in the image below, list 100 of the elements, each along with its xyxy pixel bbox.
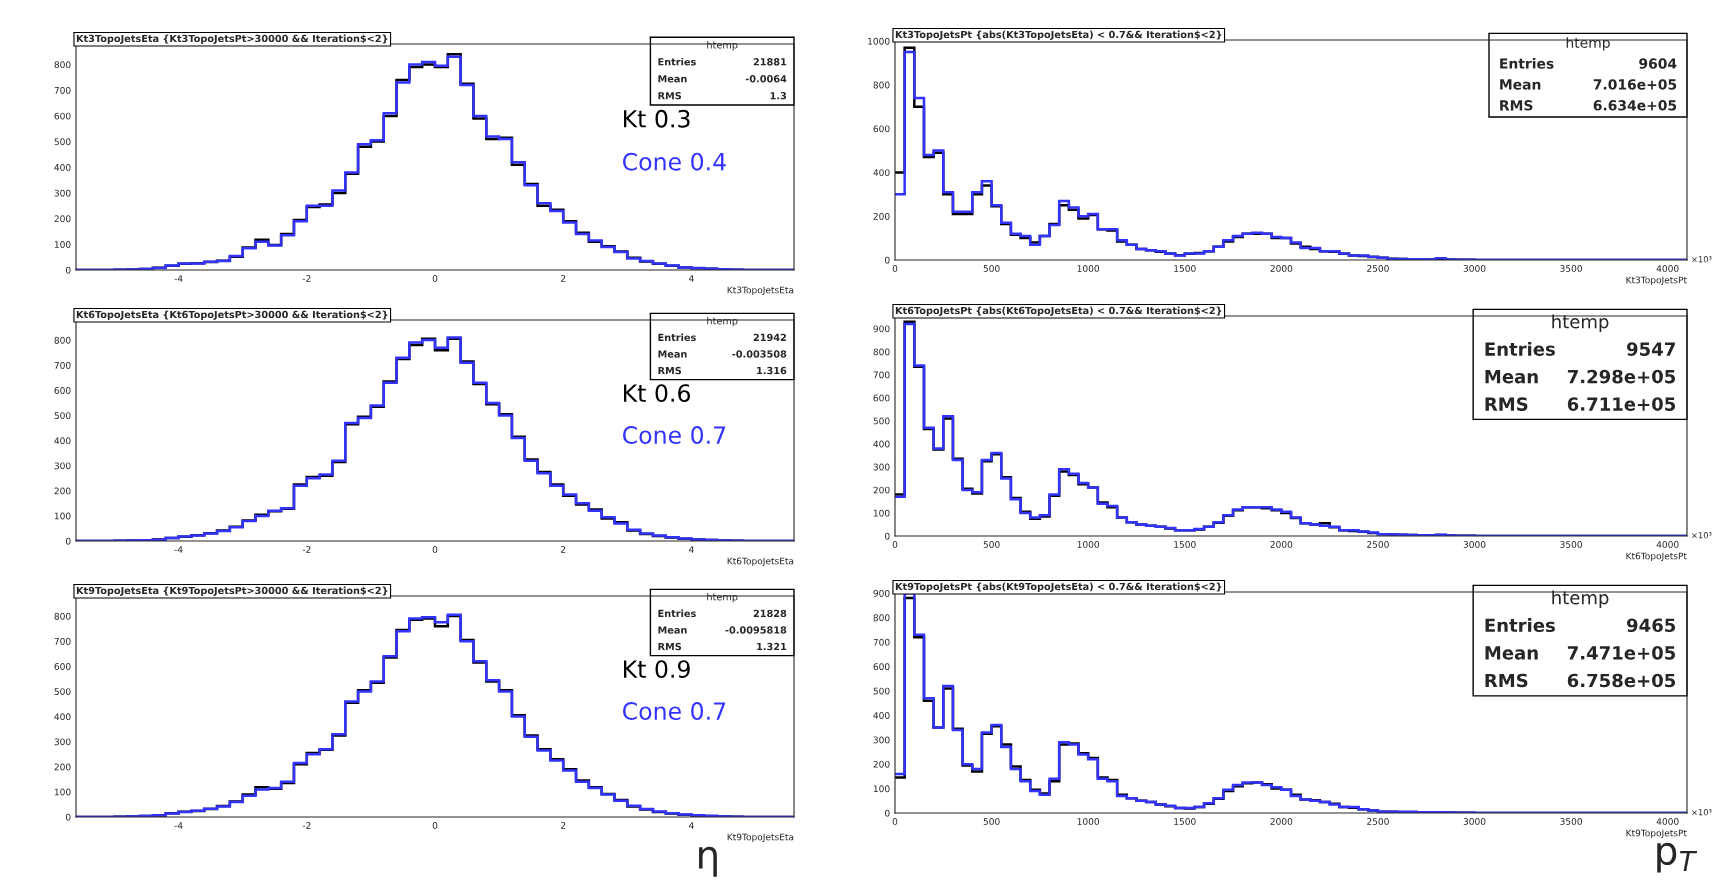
annotation: Mean — [1500, 79, 1541, 90]
y-tick-label: 300 — [873, 736, 890, 744]
x-axis-title: Kt6TopoJetsPt — [1626, 552, 1687, 562]
y-tick-label: 100 — [873, 509, 890, 517]
x-tick-label: 1000 — [1077, 818, 1100, 825]
annotation: htemp — [707, 40, 738, 51]
y-tick-label: 800 — [54, 612, 71, 620]
y-tick-label: 400 — [54, 437, 71, 445]
annotation: 9604 — [1639, 58, 1677, 69]
x-tick-label: -2 — [302, 275, 311, 282]
x-tick-label: 0 — [892, 265, 898, 272]
y-tick-label: 900 — [873, 325, 890, 333]
y-tick-label: 200 — [54, 763, 71, 771]
y-tick-label: 400 — [873, 712, 890, 719]
annotation: RMS — [1485, 397, 1528, 411]
x-tick-label: 500 — [983, 541, 1000, 548]
y-tick-label: 500 — [873, 687, 890, 695]
y-tick-label: 600 — [873, 125, 890, 133]
x-tick-label: 0 — [892, 818, 898, 825]
y-tick-label: 400 — [873, 169, 890, 176]
x-tick-label: 2000 — [1270, 541, 1293, 548]
y-tick-label: 0 — [884, 809, 890, 817]
chart-title: Kt6TopoJetsPt {abs(Kt6TopoJetsEta) < 0.7&& Iteration$<2} — [895, 306, 1222, 316]
y-tick-label: 300 — [54, 189, 71, 197]
y-tick-label: 500 — [873, 417, 890, 425]
y-tick-label: 700 — [54, 637, 71, 645]
annotation: htemp — [1552, 590, 1609, 608]
x-tick-label: 3000 — [1463, 265, 1486, 272]
annotation: htemp — [1566, 37, 1610, 51]
y-tick-label: 0 — [884, 532, 890, 540]
x-tick-label: 1000 — [1077, 265, 1100, 272]
x-axis-title: Kt3TopoJetsEta — [727, 286, 794, 296]
x-axis-title: Kt3TopoJetsPt — [1626, 276, 1687, 286]
x-tick-label: 500 — [983, 265, 1000, 272]
y-tick-label: 800 — [54, 61, 71, 69]
x-tick-label: 500 — [983, 818, 1000, 825]
annotation: 21881 — [753, 58, 787, 66]
annotation: Entries — [658, 333, 696, 342]
x-tick-label: 1500 — [1174, 818, 1196, 825]
annotation: -0.003508 — [732, 350, 787, 358]
y-tick-label: 800 — [54, 336, 71, 344]
chart-title: Kt6TopoJetsEta {Kt6TopoJetsPt>30000 && Iteration$<2} — [76, 310, 388, 320]
annotation: 6.711e+05 — [1567, 397, 1676, 411]
annotation: Entries — [1485, 341, 1555, 356]
x-tick-label: 1000 — [1077, 541, 1100, 548]
x-tick-label: 2000 — [1270, 818, 1293, 825]
y-tick-label: 600 — [54, 112, 71, 120]
y-tick-label: 0 — [884, 256, 890, 264]
x-tick-label: 4 — [689, 546, 694, 553]
annotation: 7.471e+05 — [1567, 646, 1676, 660]
x-tick-label: 3000 — [1463, 541, 1486, 548]
y-tick-label: 1000 — [868, 37, 890, 45]
x-tick-label: 3000 — [1463, 818, 1486, 825]
annotation: 9547 — [1626, 342, 1675, 356]
y-tick-label: 100 — [54, 512, 71, 520]
y-tick-label: 500 — [54, 412, 71, 419]
x-axis-title: Kt9TopoJetsPt — [1626, 829, 1687, 839]
chart-title: Kt9TopoJetsEta {Kt9TopoJetsPt>30000 && Iteration$<2} — [76, 586, 388, 596]
y-tick-label: 800 — [873, 614, 890, 622]
x-tick-label: 4 — [689, 822, 694, 829]
x-tick-label: 0 — [892, 541, 898, 548]
y-tick-label: 400 — [873, 440, 890, 448]
y-tick-label: 600 — [873, 394, 890, 402]
x-tick-label: 4000 — [1656, 541, 1679, 548]
y-tick-label: 700 — [873, 638, 890, 646]
y-tick-label: 500 — [54, 688, 71, 695]
x-tick-label: 4000 — [1656, 818, 1679, 825]
x-tick-label: 2 — [561, 546, 566, 553]
y-tick-label: 600 — [54, 663, 71, 670]
annotation: 6.634e+05 — [1593, 100, 1677, 111]
x-tick-label: 4000 — [1656, 265, 1679, 272]
y-tick-label: 400 — [54, 713, 71, 721]
annotation: Mean — [658, 626, 687, 634]
x-tick-label: 3500 — [1560, 541, 1582, 548]
chart-title: Kt3TopoJetsEta {Kt3TopoJetsPt>30000 && Iteration$<2} — [76, 34, 388, 44]
x-tick-label: 2 — [561, 822, 566, 829]
y-tick-label: 100 — [54, 241, 71, 248]
y-tick-label: 800 — [873, 348, 890, 356]
annotation: RMS — [1500, 100, 1533, 111]
y-tick-label: 200 — [873, 212, 890, 220]
text: ×10³ — [1692, 809, 1712, 816]
x-tick-label: -2 — [302, 546, 311, 553]
annotation: 9465 — [1626, 618, 1676, 633]
x-tick-label: 4 — [689, 275, 694, 282]
chart-title: Kt9TopoJetsPt {abs(Kt9TopoJetsEta) < 0.7&& Iteration$<2} — [895, 582, 1222, 592]
text: Kt 0.3 — [624, 109, 690, 128]
x-tick-label: -4 — [174, 822, 183, 829]
x-tick-label: 2500 — [1367, 818, 1389, 825]
text: η — [699, 846, 717, 877]
y-tick-label: 200 — [873, 760, 890, 768]
x-tick-label: -2 — [302, 822, 311, 829]
x-tick-label: 2500 — [1367, 265, 1389, 272]
x-tick-label: 3500 — [1560, 818, 1582, 825]
x-tick-label: 1500 — [1174, 265, 1196, 272]
annotation: Mean — [658, 350, 687, 358]
x-axis-title: Kt6TopoJetsEta — [727, 557, 794, 567]
y-tick-label: 200 — [873, 486, 890, 494]
y-tick-label: 700 — [873, 371, 890, 379]
y-tick-label: 700 — [54, 86, 71, 94]
annotation: 6.758e+05 — [1567, 673, 1676, 688]
